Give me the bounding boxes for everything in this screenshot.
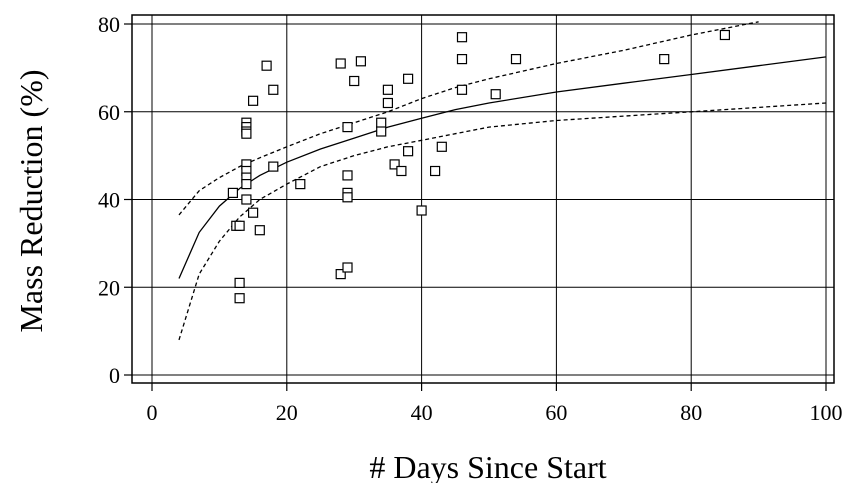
- y-tick-label: 60: [98, 100, 120, 125]
- data-point-marker: [659, 53, 670, 65]
- data-point-marker: [268, 161, 279, 172]
- line-layer: [178, 21, 827, 341]
- data-point-marker: [335, 58, 346, 69]
- data-point-marker: [254, 225, 265, 236]
- data-point-marker: [510, 53, 522, 65]
- data-point-marker: [261, 60, 272, 71]
- x-tick-label: 80: [680, 400, 702, 425]
- data-point-marker: [382, 97, 393, 109]
- data-point-marker: [403, 73, 414, 84]
- data-point-marker: [248, 207, 259, 218]
- y-axis-title: Mass Reduction (%): [13, 69, 49, 332]
- data-point-marker: [436, 141, 447, 152]
- data-point-marker: [241, 179, 252, 190]
- data-point-marker: [376, 117, 387, 128]
- y-tick-label: 40: [98, 188, 120, 213]
- data-point-marker: [227, 187, 238, 198]
- data-point-marker: [342, 121, 353, 133]
- x-tick-label: 100: [810, 400, 843, 425]
- x-tick-label: 20: [276, 400, 298, 425]
- marker-layer: [227, 29, 731, 304]
- data-point-marker: [430, 165, 441, 177]
- data-point-marker: [490, 89, 501, 100]
- grid-layer: [132, 15, 834, 383]
- data-point-marker: [456, 53, 468, 65]
- data-point-marker: [403, 146, 414, 157]
- confidence-band-line: [178, 102, 827, 341]
- x-tick-label: 60: [545, 400, 567, 425]
- data-point-marker: [295, 179, 306, 190]
- data-point-marker: [719, 29, 731, 41]
- data-point-marker: [349, 75, 360, 87]
- data-point-marker: [342, 262, 353, 273]
- data-point-marker: [268, 84, 279, 95]
- data-point-marker: [234, 277, 245, 288]
- y-tick-label: 20: [98, 275, 120, 300]
- data-point-marker: [376, 126, 387, 137]
- y-tick-label: 0: [109, 363, 120, 388]
- tick-layer: 0 20 40 60 80 100 0 20 40 60 80: [98, 12, 843, 425]
- data-point-marker: [456, 84, 468, 95]
- data-point-marker: [234, 293, 245, 304]
- data-point-marker: [396, 165, 407, 177]
- confidence-band-line: [178, 21, 759, 216]
- data-point-marker: [416, 205, 427, 216]
- x-tick-label: 40: [411, 400, 433, 425]
- data-point-marker: [248, 95, 259, 106]
- data-point-marker: [342, 192, 353, 203]
- data-point-marker: [241, 128, 252, 139]
- data-point-marker: [234, 220, 245, 231]
- y-tick-label: 80: [98, 12, 120, 37]
- data-point-marker: [355, 56, 366, 67]
- x-axis-title: # Days Since Start: [369, 449, 606, 483]
- data-point-marker: [389, 159, 400, 170]
- data-point-marker: [241, 194, 252, 205]
- data-point-marker: [382, 84, 393, 95]
- data-point-marker: [335, 269, 346, 280]
- x-tick-label: 0: [147, 400, 158, 425]
- data-point-marker: [456, 32, 468, 43]
- data-point-marker: [342, 170, 353, 181]
